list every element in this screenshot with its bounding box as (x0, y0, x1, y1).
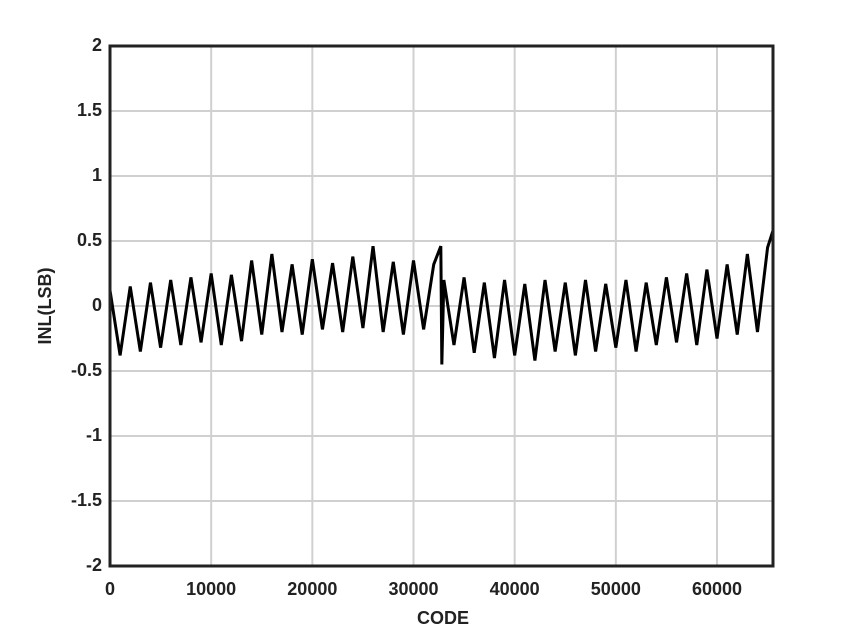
x-tick-label: 20000 (287, 579, 337, 599)
plot-frame (108, 44, 775, 568)
y-tick-label: 1 (92, 165, 102, 185)
y-tick-label: -1.5 (71, 490, 102, 510)
x-tick-label: 10000 (186, 579, 236, 599)
y-tick-label: 2 (92, 35, 102, 55)
data-line (108, 230, 775, 365)
y-tick-label: -0.5 (71, 360, 102, 380)
y-tick-label: -1 (86, 425, 102, 445)
x-tick-label: 60000 (692, 579, 742, 599)
y-tick-label: 0.5 (77, 230, 102, 250)
y-tick-label: -2 (86, 555, 102, 575)
y-tick-label: 1.5 (77, 100, 102, 120)
x-tick-label: 40000 (490, 579, 540, 599)
x-axis-label: CODE (417, 608, 469, 628)
y-tick-label: 0 (92, 295, 102, 315)
x-tick-label: 30000 (388, 579, 438, 599)
x-tick-label: 50000 (591, 579, 641, 599)
y-axis-label: INL(LSB) (35, 268, 55, 345)
x-tick-label: 0 (105, 579, 115, 599)
